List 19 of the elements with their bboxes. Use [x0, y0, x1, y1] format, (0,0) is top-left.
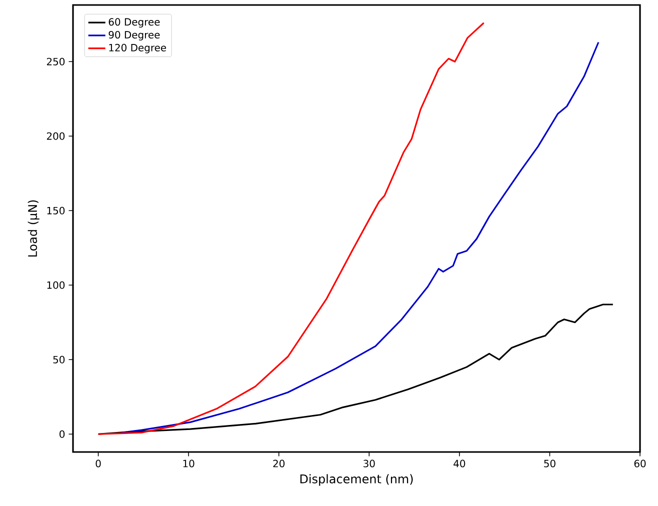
x-tick-label: 40: [454, 460, 466, 468]
y-axis-title: Load (μN): [28, 200, 40, 257]
x-tick-label: 30: [364, 460, 375, 468]
y-tick-label: 0: [60, 430, 65, 438]
legend-label: 60 Degree: [108, 18, 160, 28]
x-tick-label: 60: [634, 460, 646, 468]
y-tick-label: 250: [46, 58, 65, 66]
y-tick-label: 100: [47, 281, 65, 289]
x-tick-label: 50: [544, 460, 556, 468]
legend-label: 90 Degree: [108, 30, 160, 40]
x-axis-title: Displacement (nm): [300, 474, 413, 486]
y-tick-label: 50: [53, 356, 65, 364]
x-tick-label: 10: [183, 460, 194, 468]
x-tick-label: 20: [273, 460, 285, 468]
y-tick-label: 150: [47, 206, 65, 214]
line-series: [97, 304, 614, 435]
legend-label: 120 Degree: [109, 44, 166, 54]
y-tick-label: 200: [46, 132, 65, 140]
x-tick-label: 0: [96, 460, 101, 468]
